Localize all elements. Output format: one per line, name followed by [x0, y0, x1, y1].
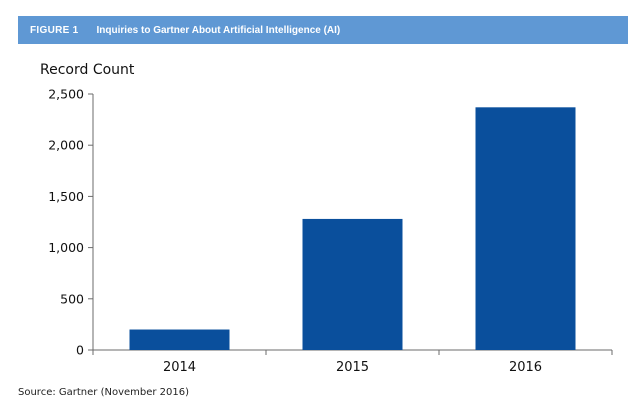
y-tick-label: 2,500 [48, 87, 84, 102]
figure-title: Inquiries to Gartner About Artificial In… [96, 24, 341, 36]
bar-2014 [129, 329, 230, 350]
source-note: Source: Gartner (November 2016) [18, 387, 190, 398]
figure-label: FIGURE 1 [30, 24, 79, 36]
x-tick-label: 2014 [163, 360, 196, 375]
bar-2015 [302, 218, 403, 350]
x-tick-label: 2015 [336, 360, 369, 375]
y-tick-label: 1,500 [48, 189, 84, 204]
y-tick-label: 2,000 [48, 138, 84, 153]
x-tick-label: 2016 [509, 360, 542, 375]
y-tick-label: 500 [60, 291, 84, 306]
figure-header: FIGURE 1 Inquiries to Gartner About Arti… [18, 16, 628, 44]
y-tick-label: 1,000 [48, 240, 84, 255]
y-tick-label: 0 [76, 343, 84, 358]
y-axis-title: Record Count [40, 62, 135, 78]
bar-2016 [475, 107, 576, 350]
